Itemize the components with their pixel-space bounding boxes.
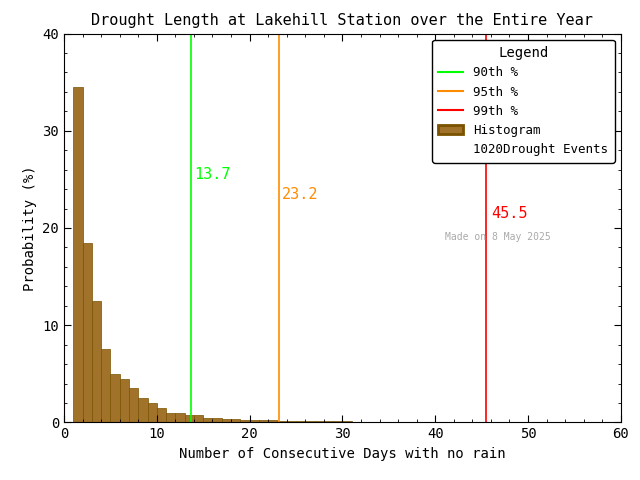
Bar	[259, 420, 268, 422]
Bar	[222, 420, 231, 422]
Bar	[314, 421, 324, 422]
Title: Drought Length at Lakehill Station over the Entire Year: Drought Length at Lakehill Station over …	[92, 13, 593, 28]
X-axis label: Number of Consecutive Days with no rain: Number of Consecutive Days with no rain	[179, 447, 506, 461]
Bar	[342, 421, 352, 422]
Bar	[231, 420, 241, 422]
Bar	[92, 301, 101, 422]
Bar	[194, 415, 204, 422]
Bar	[268, 420, 277, 422]
Bar	[101, 349, 111, 422]
Bar	[73, 87, 83, 422]
Bar	[204, 418, 212, 422]
Bar	[120, 379, 129, 422]
Bar	[287, 421, 296, 422]
Bar	[175, 413, 184, 422]
Bar	[241, 420, 250, 422]
Y-axis label: Probability (%): Probability (%)	[23, 165, 37, 291]
Text: Made on 8 May 2025: Made on 8 May 2025	[445, 232, 551, 241]
Bar	[147, 403, 157, 422]
Bar	[296, 421, 305, 422]
Text: 13.7: 13.7	[194, 168, 230, 182]
Bar	[157, 408, 166, 422]
Bar	[129, 388, 138, 422]
Bar	[305, 421, 314, 422]
Bar	[138, 398, 148, 422]
Bar	[83, 242, 92, 422]
Bar	[278, 421, 287, 422]
Text: 23.2: 23.2	[282, 187, 319, 202]
Bar	[333, 421, 342, 422]
Bar	[250, 420, 259, 422]
Bar	[111, 374, 120, 422]
Bar	[212, 418, 222, 422]
Text: 45.5: 45.5	[491, 206, 527, 221]
Legend: 90th %, 95th %, 99th %, Histogram, 1020Drought Events: 90th %, 95th %, 99th %, Histogram, 1020D…	[432, 40, 614, 163]
Bar	[166, 413, 175, 422]
Bar	[324, 421, 333, 422]
Bar	[184, 415, 194, 422]
